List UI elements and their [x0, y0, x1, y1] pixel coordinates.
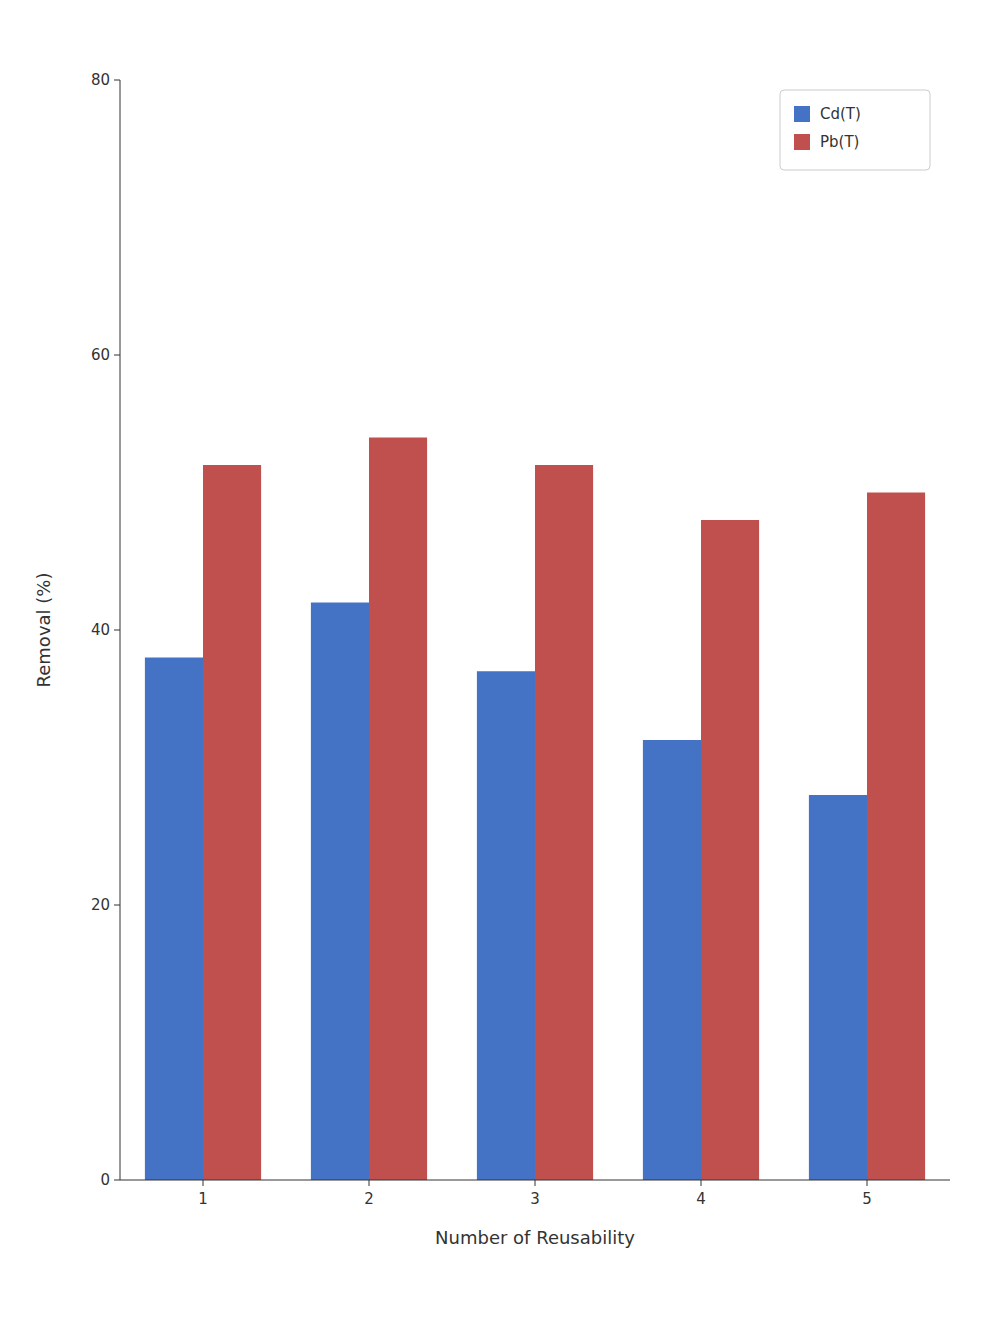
bar	[701, 520, 759, 1180]
x-tick-label: 5	[862, 1190, 872, 1208]
y-tick	[114, 630, 120, 631]
bar	[369, 438, 427, 1181]
bar	[535, 465, 593, 1180]
bar	[809, 795, 867, 1180]
x-tick-label: 4	[696, 1190, 706, 1208]
legend-swatch	[794, 106, 810, 122]
x-tick	[701, 1180, 702, 1186]
x-tick-label: 2	[364, 1190, 374, 1208]
y-tick	[114, 905, 120, 906]
chart-svg: 0 20 40 60 80 1 2 3 4 5 Number of Reusability Remov…	[0, 0, 992, 1323]
legend-box	[780, 90, 930, 170]
y-axis-label: Removal (%)	[33, 573, 54, 688]
y-tick-label: 20	[91, 896, 110, 914]
legend-label: Pb(T)	[820, 133, 859, 151]
y-tick	[114, 80, 120, 81]
bar	[145, 658, 203, 1181]
bars	[145, 438, 925, 1181]
x-tick	[867, 1180, 868, 1186]
legend-swatch	[794, 134, 810, 150]
x-tick	[535, 1180, 536, 1186]
y-tick	[114, 355, 120, 356]
bar	[477, 671, 535, 1180]
x-axis-label: Number of Reusability	[435, 1227, 635, 1248]
y-tick	[114, 1180, 120, 1181]
y-tick-label: 80	[91, 71, 110, 89]
x-tick	[369, 1180, 370, 1186]
bar	[311, 603, 369, 1181]
bar	[867, 493, 925, 1181]
bar	[203, 465, 261, 1180]
chart-container: 0 20 40 60 80 1 2 3 4 5 Number of Reusability Remov…	[0, 0, 992, 1323]
y-tick-label: 0	[100, 1171, 110, 1189]
legend-label: Cd(T)	[820, 105, 861, 123]
bar	[643, 740, 701, 1180]
x-tick	[203, 1180, 204, 1186]
x-tick-label: 1	[198, 1190, 208, 1208]
x-tick-label: 3	[530, 1190, 540, 1208]
legend: Cd(T) Pb(T)	[780, 90, 930, 170]
y-tick-label: 40	[91, 621, 110, 639]
y-tick-label: 60	[91, 346, 110, 364]
